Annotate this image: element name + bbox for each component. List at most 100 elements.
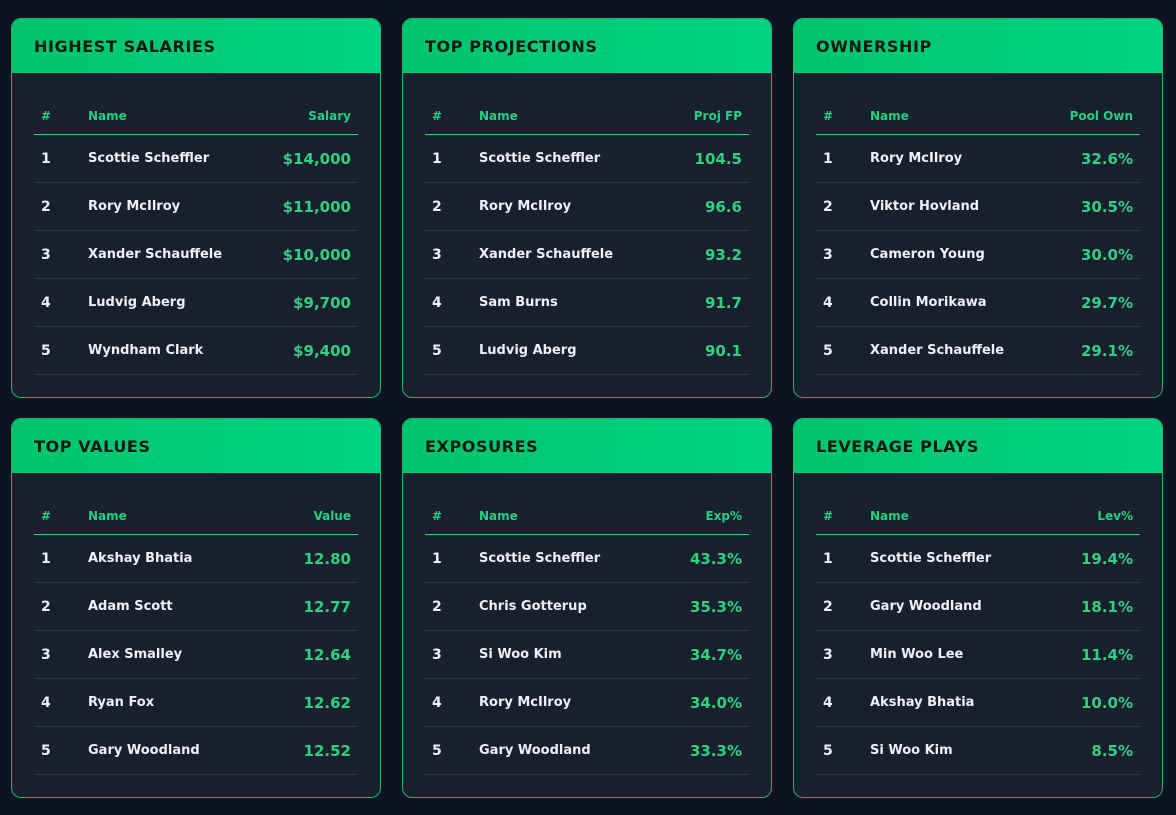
rank-cell: 4 — [823, 694, 833, 711]
card-title: OWNERSHIP — [816, 36, 932, 56]
value-cell: $11,000 — [282, 197, 351, 216]
value-cell: $10,000 — [282, 245, 351, 264]
card-ownership: OWNERSHIP # Name Pool Own 1 Rory McIlroy… — [793, 18, 1163, 398]
player-name: Gary Woodland — [870, 599, 982, 614]
rank-cell: 3 — [432, 246, 442, 263]
card-header: TOP VALUES — [12, 419, 380, 473]
value-cell: 12.64 — [303, 645, 351, 664]
value-cell: 43.3% — [689, 549, 742, 568]
stats-table: # Name Pool Own 1 Rory McIlroy 32.6% 2 V… — [816, 97, 1140, 375]
table-row: 4 Akshay Bhatia 10.0% — [816, 679, 1140, 727]
value-cell: 29.1% — [1080, 341, 1133, 360]
table-row: 4 Ryan Fox 12.62 — [34, 679, 358, 727]
value-cell: 29.7% — [1080, 293, 1133, 312]
player-name: Xander Schauffele — [88, 247, 223, 262]
column-header-name: Name — [479, 508, 518, 523]
stats-table: # Name Exp% 1 Scottie Scheffler 43.3% 2 … — [425, 497, 749, 775]
table-row: 1 Scottie Scheffler 43.3% — [425, 535, 749, 583]
rank-cell: 1 — [823, 550, 833, 567]
player-name: Si Woo Kim — [479, 647, 562, 662]
value-cell: $14,000 — [282, 149, 351, 168]
value-cell: $9,700 — [293, 293, 351, 312]
player-name: Cameron Young — [870, 247, 985, 262]
column-header-value: Proj FP — [693, 108, 742, 123]
value-cell: 35.3% — [689, 597, 742, 616]
card-header: TOP PROJECTIONS — [403, 19, 771, 73]
rank-cell: 4 — [432, 294, 442, 311]
value-cell: 12.52 — [303, 741, 351, 760]
value-cell: 34.7% — [689, 645, 742, 664]
player-name: Scottie Scheffler — [479, 551, 601, 566]
rank-cell: 5 — [41, 742, 51, 759]
stats-table: # Name Lev% 1 Scottie Scheffler 19.4% 2 … — [816, 497, 1140, 775]
column-header-rank: # — [41, 108, 52, 123]
table-row: 5 Gary Woodland 12.52 — [34, 727, 358, 775]
rank-cell: 1 — [823, 150, 833, 167]
player-name: Ludvig Aberg — [88, 295, 186, 310]
card-title: HIGHEST SALARIES — [34, 36, 216, 56]
table-row: 3 Cameron Young 30.0% — [816, 231, 1140, 279]
player-name: Min Woo Lee — [870, 647, 964, 662]
card-exposures: EXPOSURES # Name Exp% 1 Scottie Scheffle… — [402, 418, 772, 798]
rank-cell: 5 — [432, 742, 442, 759]
player-name: Akshay Bhatia — [88, 551, 193, 566]
rank-cell: 3 — [432, 646, 442, 663]
rank-cell: 2 — [41, 598, 51, 615]
table-row: 3 Xander Schauffele 93.2 — [425, 231, 749, 279]
column-header-rank: # — [41, 508, 52, 523]
column-header-rank: # — [823, 108, 834, 123]
value-cell: 104.5 — [694, 149, 742, 168]
player-name: Rory McIlroy — [479, 695, 572, 710]
table-row: 2 Rory McIlroy $11,000 — [34, 183, 358, 231]
player-name: Rory McIlroy — [88, 199, 181, 214]
player-name: Viktor Hovland — [870, 199, 980, 214]
table-row: 3 Alex Smalley 12.64 — [34, 631, 358, 679]
column-header-value: Pool Own — [1069, 108, 1133, 123]
value-cell: 12.62 — [303, 693, 351, 712]
table-row: 3 Min Woo Lee 11.4% — [816, 631, 1140, 679]
value-cell: 33.3% — [689, 741, 742, 760]
player-name: Scottie Scheffler — [88, 151, 210, 166]
player-name: Si Woo Kim — [870, 743, 953, 758]
card-header: LEVERAGE PLAYS — [794, 419, 1162, 473]
card-header: EXPOSURES — [403, 419, 771, 473]
card-top-values: TOP VALUES # Name Value 1 Akshay Bhatia … — [11, 418, 381, 798]
column-header-value: Exp% — [705, 508, 742, 523]
value-cell: 11.4% — [1080, 645, 1133, 664]
column-header-rank: # — [823, 508, 834, 523]
table-row: 5 Si Woo Kim 8.5% — [816, 727, 1140, 775]
rank-cell: 4 — [41, 694, 51, 711]
table-header: # Name Value — [34, 497, 358, 535]
table-row: 5 Gary Woodland 33.3% — [425, 727, 749, 775]
player-name: Scottie Scheffler — [870, 551, 992, 566]
value-cell: 93.2 — [704, 245, 742, 264]
rank-cell: 3 — [823, 246, 833, 263]
rank-cell: 2 — [823, 198, 833, 215]
table-row: 2 Rory McIlroy 96.6 — [425, 183, 749, 231]
rank-cell: 1 — [432, 150, 442, 167]
column-header-value: Lev% — [1097, 508, 1133, 523]
rank-cell: 1 — [41, 150, 51, 167]
table-row: 4 Rory McIlroy 34.0% — [425, 679, 749, 727]
table-row: 2 Chris Gotterup 35.3% — [425, 583, 749, 631]
value-cell: 8.5% — [1091, 741, 1133, 760]
table-row: 1 Scottie Scheffler 19.4% — [816, 535, 1140, 583]
table-header: # Name Lev% — [816, 497, 1140, 535]
player-name: Alex Smalley — [88, 647, 183, 662]
card-leverage-plays: LEVERAGE PLAYS # Name Lev% 1 Scottie Sch… — [793, 418, 1163, 798]
rank-cell: 4 — [41, 294, 51, 311]
table-row: 5 Wyndham Clark $9,400 — [34, 327, 358, 375]
player-name: Scottie Scheffler — [479, 151, 601, 166]
card-highest-salaries: HIGHEST SALARIES # Name Salary 1 Scottie… — [11, 18, 381, 398]
table-row: 2 Viktor Hovland 30.5% — [816, 183, 1140, 231]
rank-cell: 4 — [823, 294, 833, 311]
column-header-rank: # — [432, 108, 443, 123]
rank-cell: 3 — [41, 646, 51, 663]
card-title: EXPOSURES — [425, 436, 539, 456]
stats-table: # Name Salary 1 Scottie Scheffler $14,00… — [34, 97, 358, 375]
column-header-name: Name — [479, 108, 518, 123]
value-cell: 32.6% — [1080, 149, 1133, 168]
value-cell: 12.80 — [303, 549, 351, 568]
value-cell: 90.1 — [704, 341, 742, 360]
rank-cell: 2 — [41, 198, 51, 215]
